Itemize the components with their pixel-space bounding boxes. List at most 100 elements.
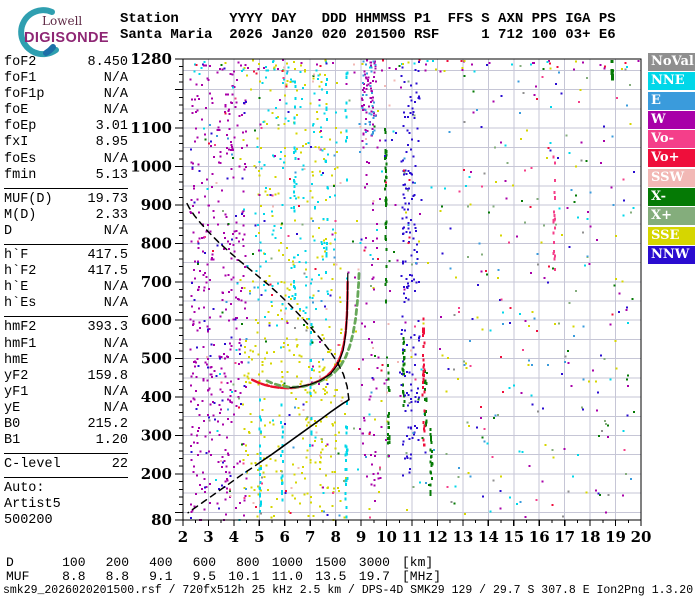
row-label: D — [6, 555, 14, 570]
distance-row: D 100 200 400 600 800 1000 1500 3000 [km] — [6, 555, 433, 570]
param-row-M(D): M(D) 2.33 — [4, 208, 128, 224]
autoscale-line: Auto: — [4, 481, 45, 497]
svg-text:1000: 1000 — [130, 158, 172, 176]
svg-text:900: 900 — [141, 196, 172, 214]
param-label: foEp — [4, 119, 37, 135]
param-value: N/A — [103, 151, 128, 167]
param-row-yE: yE N/A — [4, 401, 128, 417]
param-label: yF1 — [4, 384, 29, 400]
param-value: N/A — [103, 400, 128, 416]
row-value: 19.7 — [358, 569, 390, 584]
row-value: 200 — [105, 555, 129, 570]
param-value: 22 — [111, 457, 128, 473]
svg-text:800: 800 — [141, 234, 172, 252]
param-value: 1.20 — [95, 433, 128, 449]
header-block: Station YYYY DAY DDD HHMMSS P1 FFS S AXN… — [120, 11, 616, 43]
param-value: 19.73 — [87, 191, 128, 207]
param-label: foF1 — [4, 71, 37, 87]
legend-item-X+: X+ — [648, 207, 695, 226]
svg-text:19: 19 — [605, 528, 626, 545]
header-line-1: Station YYYY DAY DDD HHMMSS P1 FFS S AXN… — [120, 11, 616, 27]
param-value: N/A — [103, 336, 128, 352]
traces — [186, 202, 361, 514]
param-row-yF2: yF2 159.8 — [4, 369, 128, 385]
svg-text:8: 8 — [330, 528, 340, 545]
logo-text-lowell: Lowell — [42, 14, 83, 28]
header-line-2: Santa Maria 2026 Jan20 020 201500 RSF 1 … — [120, 26, 616, 43]
svg-text:16: 16 — [529, 528, 550, 545]
svg-text:80: 80 — [151, 511, 172, 529]
row-value: 8.8 — [62, 569, 86, 584]
legend-item-NNE: NNE — [648, 72, 695, 91]
param-row-foF1: foF1 N/A — [4, 71, 128, 87]
svg-text:20: 20 — [631, 528, 652, 545]
svg-text:12: 12 — [427, 528, 448, 545]
param-label: B1 — [4, 433, 21, 449]
row-unit: [km] — [402, 555, 434, 570]
svg-text:1280: 1280 — [130, 50, 172, 68]
trace-X-trace — [265, 269, 361, 389]
legend-item-SSE: SSE — [648, 226, 695, 245]
legend-item-NoVal: NoVal — [648, 53, 695, 71]
row-value: 13.5 — [315, 569, 347, 584]
autoscale-info: Auto: Artist5 500200 — [4, 481, 128, 529]
param-row-h`F2: h`F2 417.5 — [4, 264, 128, 280]
param-value: 159.8 — [87, 368, 128, 384]
param-label: yF2 — [4, 368, 29, 384]
svg-text:500: 500 — [141, 350, 172, 368]
row-unit: [MHz] — [402, 569, 442, 584]
svg-text:200: 200 — [141, 465, 172, 483]
row-value: 9.1 — [149, 569, 173, 584]
param-label: h`E — [4, 280, 29, 296]
svg-text:9: 9 — [356, 528, 366, 545]
param-row-MUF(D): MUF(D) 19.73 — [4, 192, 128, 208]
svg-text:6: 6 — [280, 528, 290, 545]
param-value: 393.3 — [87, 320, 128, 336]
param-row-h`Es: h`Es N/A — [4, 296, 128, 312]
row-value: 400 — [149, 555, 173, 570]
param-value: N/A — [103, 223, 128, 239]
param-value: N/A — [103, 296, 128, 312]
param-value: N/A — [103, 352, 128, 368]
param-row-h`F: h`F 417.5 — [4, 248, 128, 264]
row-value: 1000 — [271, 555, 303, 570]
param-label: hmE — [4, 352, 29, 368]
param-label: foF2 — [4, 55, 37, 70]
param-value: N/A — [103, 87, 128, 103]
axes — [175, 58, 642, 526]
param-row-foF2: foF2 8.450 — [4, 55, 128, 71]
param-label: foE — [4, 103, 29, 119]
row-value: 1500 — [315, 555, 347, 570]
param-label: yE — [4, 400, 21, 416]
svg-text:7: 7 — [305, 528, 315, 545]
param-row-fmin: fmin 5.13 — [4, 168, 128, 184]
divider — [4, 453, 128, 455]
param-label: D — [4, 223, 13, 239]
param-label: hmF1 — [4, 336, 37, 352]
param-label: foEs — [4, 151, 37, 167]
param-row-foEs: foEs N/A — [4, 152, 128, 168]
logo-arc-icon — [18, 7, 59, 58]
param-value: N/A — [103, 280, 128, 296]
param-label: fxI — [4, 135, 29, 151]
param-label: foF1p — [4, 87, 45, 103]
param-row-B0: B0 215.2 — [4, 417, 128, 433]
axis-labels: 1280 1100 1000 900 800 700 600 500 400 300 200 80 2 3… — [130, 50, 651, 545]
param-value: 417.5 — [87, 264, 128, 280]
row-value: 9.5 — [192, 569, 216, 584]
param-value: 8.450 — [87, 55, 128, 70]
gridlines — [183, 59, 641, 520]
svg-text:11: 11 — [402, 528, 423, 545]
param-value: N/A — [103, 103, 128, 119]
param-row-hmF1: hmF1 N/A — [4, 337, 128, 353]
svg-text:1100: 1100 — [130, 119, 172, 137]
param-label: h`F — [4, 248, 29, 264]
param-row-C-level: C-level 22 — [4, 457, 128, 473]
param-label: MUF(D) — [4, 191, 53, 207]
svg-text:15: 15 — [503, 528, 524, 545]
param-label: fmin — [4, 167, 37, 183]
divider — [4, 477, 128, 479]
svg-text:5: 5 — [254, 528, 264, 545]
svg-text:400: 400 — [141, 388, 172, 406]
